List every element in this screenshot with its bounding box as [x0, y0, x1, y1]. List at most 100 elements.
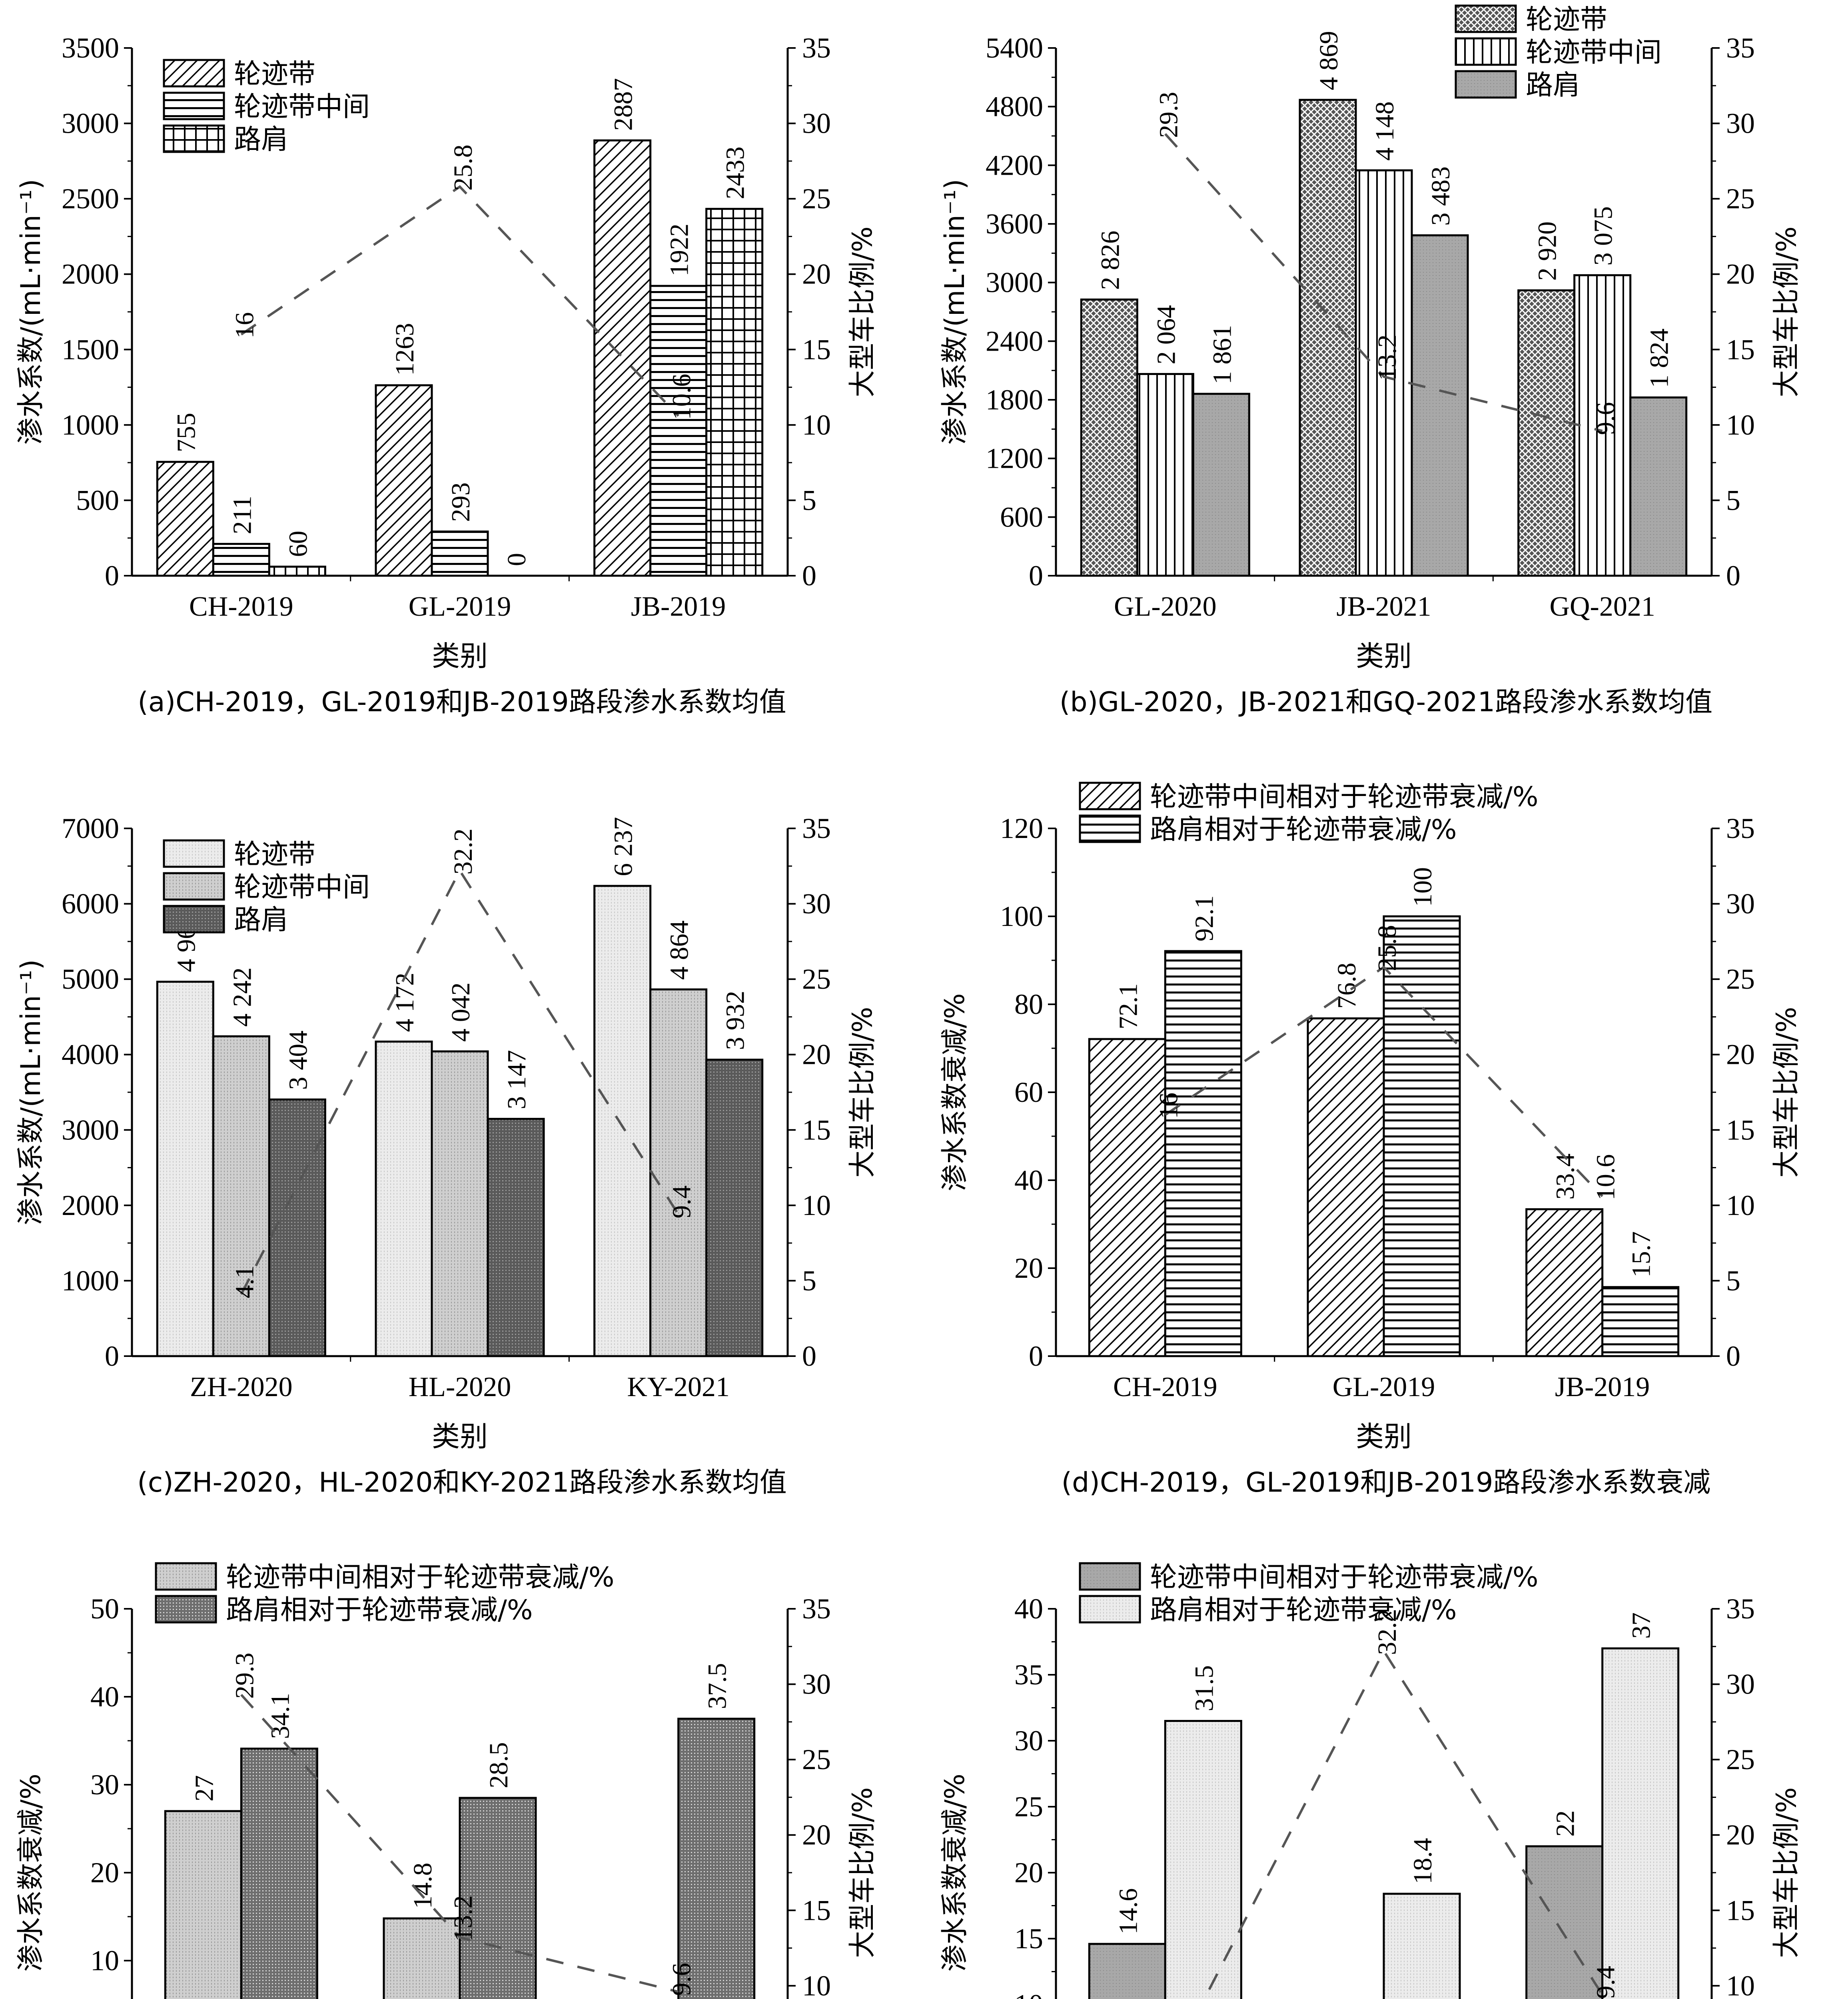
line-series-heavy-vehicle [240, 185, 679, 417]
legend-label: 路肩相对于轮迹带衰减/% [1150, 1594, 1457, 1626]
legend-swatch [1079, 814, 1141, 843]
chart-b: 0 600 1200 1800 2400 3000 3600 4200 4800 5400 0 5 10… [939, 4, 1802, 672]
y-tick-label: 5000 [62, 963, 119, 995]
legend-swatch [163, 59, 225, 88]
bar [1080, 298, 1138, 577]
y2-tick-label: 0 [802, 1340, 816, 1372]
bar-data-label: 293 [446, 482, 475, 522]
y2-tick-label: 10 [802, 1970, 831, 1999]
bar [1601, 1286, 1680, 1357]
y-tick-label: 2400 [986, 325, 1043, 357]
bar [1573, 274, 1632, 577]
y2-tick-label: 30 [802, 1668, 831, 1700]
bar-data-label: 1263 [390, 323, 419, 376]
bar-data-label: 37.5 [703, 1663, 732, 1710]
x-tick-label: JB-2019 [631, 591, 726, 622]
y2-tick-label: 10 [802, 409, 831, 441]
line-data-label: 32.2 [449, 828, 478, 875]
bar-data-label: 60 [283, 531, 313, 557]
bar [1355, 169, 1413, 577]
bar [649, 285, 708, 577]
line-series-heavy-vehicle [1164, 133, 1603, 432]
y2-tick-label: 20 [802, 1039, 831, 1071]
bar [1164, 1720, 1242, 1999]
chart-d: 0 20 40 60 80 100 120 0 5 10 15 20 25 30 35 CH-2019 GL-2… [939, 781, 1802, 1453]
legend-swatch [163, 905, 225, 934]
y-tick-label: 6000 [62, 888, 119, 920]
y-axis-title: 渗水系数衰减/% [939, 1774, 971, 1972]
line-data-label: 10.6 [667, 374, 696, 420]
bar-data-label: 3 483 [1426, 166, 1455, 226]
chart-c: 0 1000 2000 3000 4000 5000 6000 7000 0 5 10 15 20 25 3… [15, 812, 878, 1453]
y-tick-label: 100 [1000, 900, 1043, 932]
bar-data-label: 755 [172, 413, 201, 452]
y2-tick-label: 30 [802, 888, 831, 920]
y-tick-label: 20 [90, 1857, 119, 1889]
y2-tick-label: 30 [1726, 888, 1755, 920]
y-tick-label: 40 [90, 1681, 119, 1713]
legend-label: 轮迹带 [1526, 4, 1607, 36]
y-tick-label: 30 [1014, 1725, 1043, 1757]
y2-axis-title: 大型车比例/% [1771, 1007, 1802, 1178]
bar [1525, 1845, 1604, 1999]
y2-tick-label: 20 [802, 258, 831, 290]
bar [375, 384, 433, 577]
y2-tick-label: 20 [1726, 1819, 1755, 1851]
bar [212, 1035, 270, 1357]
chart-e: −100102030405005101520253035GL-2020JB-20… [15, 1562, 878, 1999]
legend-label: 路肩 [1526, 70, 1580, 101]
line-data-label: 10.6 [1591, 1154, 1620, 1201]
y2-axis-title: 大型车比例/% [847, 1787, 878, 1958]
chart-panel-d: 0 20 40 60 80 100 120 0 5 10 15 20 25 30 35 CH-2019 GL-2… [924, 780, 1848, 1561]
chart-f: 051015202530354005101520253035ZH-2020HL-… [939, 1562, 1802, 1999]
y-tick-label: 120 [1000, 812, 1043, 844]
line-data-label: 16 [230, 312, 259, 339]
bar-data-label: 4 042 [446, 982, 475, 1042]
y2-tick-label: 25 [1726, 1744, 1755, 1776]
bar-data-label: 1922 [665, 223, 694, 276]
legend-label: 轮迹带中间相对于轮迹带衰减/% [226, 1562, 615, 1593]
bar-data-label: 33.4 [1551, 1153, 1580, 1200]
y-tick-label: 2000 [62, 258, 119, 290]
y2-tick-label: 20 [1726, 258, 1755, 290]
chart-panel-e: −100102030405005101520253035GL-2020JB-20… [0, 1561, 924, 1999]
bar [268, 565, 326, 577]
chart-a-caption: (a)CH-2019，GL-2019和JB-2019路段渗水系数均值 [138, 686, 786, 718]
y2-tick-label: 35 [1726, 1593, 1755, 1625]
y-tick-label: 3000 [986, 267, 1043, 299]
bar [431, 530, 489, 577]
y-tick-label: 7000 [62, 812, 119, 844]
bar-data-label: 15.7 [1627, 1231, 1656, 1278]
y-tick-label: 500 [76, 484, 119, 516]
x-axis-title: 类别 [432, 640, 488, 672]
x-tick-label: JB-2021 [1336, 591, 1431, 622]
bar [1136, 373, 1194, 577]
legend-label: 路肩相对于轮迹带衰减/% [226, 1594, 533, 1626]
y-tick-label: 4800 [986, 91, 1043, 123]
bar-data-label: 22 [1551, 1810, 1580, 1837]
y2-tick-label: 15 [1726, 1894, 1755, 1926]
chart-panel-b: 0 600 1200 1800 2400 3000 3600 4200 4800 5400 0 5 10… [924, 0, 1848, 780]
bar-data-label: 6 237 [609, 817, 638, 876]
chart-a: 0 500 1000 1500 2000 2500 3000 3500 0 5 10 15 20 25 30… [15, 32, 878, 672]
bar-data-label: 1 861 [1207, 325, 1237, 385]
y2-tick-label: 25 [802, 1744, 831, 1776]
y2-tick-label: 35 [1726, 32, 1755, 64]
y2-tick-label: 5 [1726, 1265, 1740, 1297]
y2-tick-label: 5 [802, 484, 816, 516]
y-tick-label: 0 [1029, 1340, 1043, 1372]
legend-swatch [163, 872, 225, 901]
line-data-label: 16 [1154, 1093, 1183, 1119]
chart-panel-f: 051015202530354005101520253035ZH-2020HL-… [924, 1561, 1848, 1999]
bar-data-label: 4 869 [1314, 31, 1343, 90]
y2-tick-label: 15 [802, 1894, 831, 1926]
bar-data-label: 3 147 [502, 1050, 531, 1109]
y-axis-title: 渗水系数衰减/% [15, 1774, 47, 1972]
bar [1411, 234, 1469, 577]
y2-tick-label: 25 [1726, 963, 1755, 995]
line-series-heavy-vehicle [240, 868, 680, 1295]
bar-data-label: 4 242 [228, 968, 257, 1027]
y2-tick-label: 20 [802, 1819, 831, 1851]
y-tick-label: 20 [1014, 1857, 1043, 1889]
legend-swatch [163, 124, 225, 153]
